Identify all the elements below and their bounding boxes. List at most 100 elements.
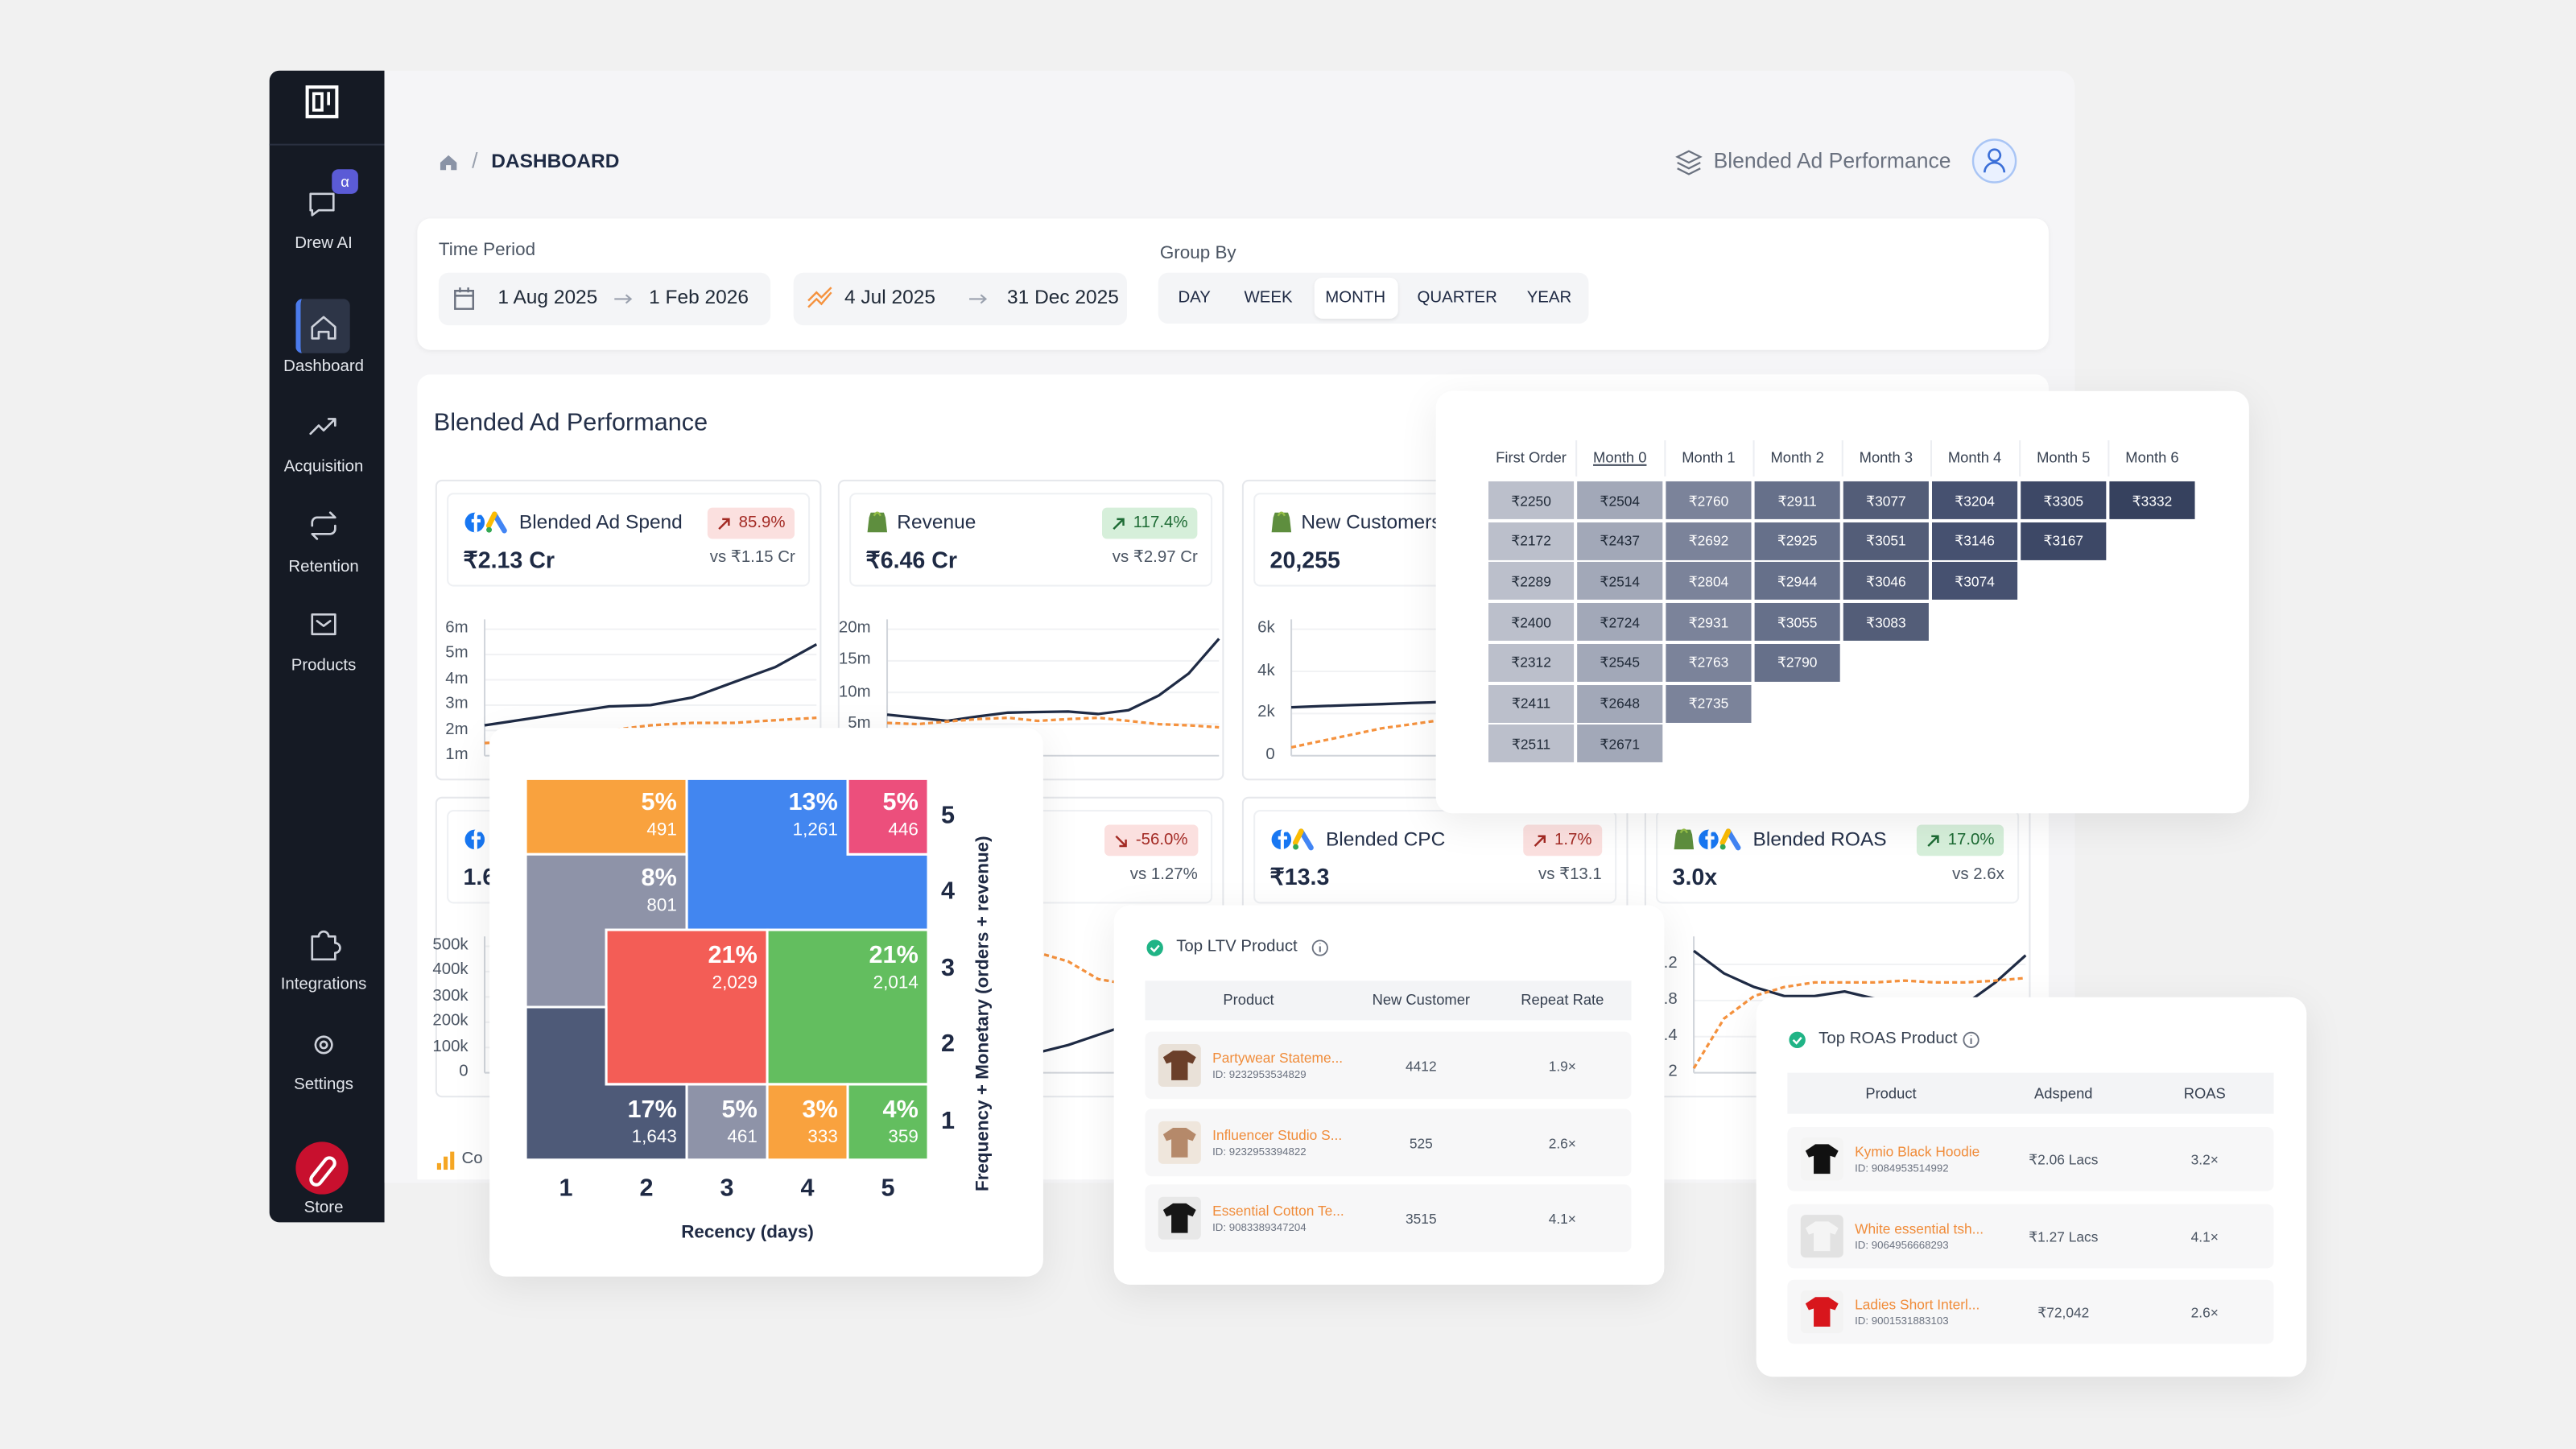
sidebar-label[interactable]: Products [291,657,357,675]
cohort-cell [1754,643,1840,682]
sidebar-label[interactable]: Store [303,1199,344,1218]
table-row [1787,1279,2274,1344]
kpi-compare: vs ₹2.97 Cr [1112,548,1198,568]
y-tick-label: 2k [1257,704,1275,722]
cohort-value: ₹3204 [1955,492,1995,509]
cohort-value: ₹3083 [1866,613,1906,630]
date-range[interactable] [438,272,771,326]
group-by-option[interactable]: WEEK [1244,289,1293,308]
cohort-value: ₹2411 [1511,695,1551,712]
cohort-cell [1488,481,1575,519]
trend-arrow [1534,834,1546,846]
cohort-value: ₹2250 [1511,492,1551,509]
group-by-active [1314,277,1398,319]
cohort-value: ₹2790 [1777,654,1818,671]
cohort-cell [1577,481,1663,519]
rfm-percent: 17% [627,1096,677,1124]
kpi-change-value: 85.9% [738,514,786,533]
product-id: ID: 9232953534829 [1212,1068,1307,1081]
cohort-value: ₹3077 [1866,492,1906,509]
column-divider [1752,440,1755,477]
cohort-column: First Order [1496,449,1567,466]
y-tick-label: 400k [432,961,469,980]
cohort-value: ₹2511 [1511,735,1551,752]
product-name: White essential tsh... [1855,1220,1984,1236]
sidebar-label[interactable]: Acquisition [283,458,364,477]
cohort-cell [1754,562,1840,601]
cohort-cell [1666,562,1752,601]
cohort-value: ₹3055 [1777,613,1818,630]
date: 1 Feb 2026 [649,285,749,309]
product-id: ID: 9064956668293 [1855,1240,1949,1252]
footer-label: Co [461,1150,483,1169]
cohort-value: ₹3332 [2132,492,2173,509]
product-name: Essential Cotton Te... [1212,1201,1344,1219]
cohort-value: ₹2724 [1600,613,1641,630]
x-axis-title: Recency (days) [681,1223,814,1243]
trend-arrow [1115,834,1127,847]
group-by-option[interactable]: DAY [1178,289,1211,308]
kpi-title: Revenue [897,510,976,534]
kpi-change: -56.0% [1104,824,1198,857]
x-tick-label: 4 [800,1174,815,1203]
y-tick-label: 4k [1257,661,1275,680]
filter-label: Time Period [438,240,536,261]
kpi-change-value: 1.7% [1554,831,1592,850]
rfm-percent: 21% [708,941,758,970]
table-header [1145,980,1632,1021]
y-tick-label: 0 [1265,745,1275,764]
y-tick-label: 0 [459,1063,469,1081]
breadcrumb-separator: / [472,148,478,173]
date-range[interactable] [793,272,1127,326]
sidebar-label[interactable]: Integrations [280,976,367,994]
sidebar-label[interactable]: Retention [288,558,359,577]
kpi-title: Blended Ad Spend [518,510,683,534]
y-tick-label: 3m [445,695,469,714]
cohort-cell [1843,522,1929,560]
cohort-value: ₹2545 [1600,654,1641,671]
rfm-percent: 3% [802,1096,838,1124]
kpi-change: 17.0% [1916,824,2004,857]
trend-arrow [1927,834,1939,846]
table-cell: 525 [1409,1133,1433,1151]
group-by-option[interactable]: QUARTER [1417,289,1497,308]
kpi-value: ₹6.46 Cr [865,546,957,573]
column-header: ROAS [2183,1084,2226,1101]
rfm-count: 1,643 [631,1127,677,1148]
product-name: Kymio Black Hoodie [1855,1142,1980,1159]
y-tick-label: 15m [838,650,871,670]
kpi-change-value: 117.4% [1133,514,1188,533]
y-tick-label: 10m [838,682,871,701]
date: 4 Jul 2025 [844,285,936,309]
sidebar-label[interactable]: Dashboard [283,357,364,377]
table-row [1145,1184,1632,1253]
table-cell: ₹2.06 Lacs [2029,1150,2099,1167]
sidebar-label[interactable]: Drew AI [295,234,353,254]
cohort-value: ₹3074 [1955,572,1995,590]
view-name[interactable]: Blended Ad Performance [1713,148,1951,173]
group-by-option[interactable]: YEAR [1526,289,1572,308]
column-header: Adspend [2034,1084,2093,1101]
cohort-cell [1488,522,1575,560]
active-item-bg [295,299,350,353]
cohort-cell [1577,562,1663,601]
y-tick-label: 300k [432,987,469,1005]
table-row [1145,1108,1632,1177]
kpi-title: Blended CPC [1325,828,1446,851]
table-cell: 3515 [1405,1209,1437,1227]
cohort-cell [1488,643,1575,682]
kpi-value: 3.0x [1672,863,1718,890]
rfm-percent: 4% [882,1096,919,1124]
cohort-cell [1577,724,1663,763]
column-divider [2107,440,2110,477]
y-tick-label: 6k [1257,619,1275,638]
kpi-change: 85.9% [707,507,795,539]
kpi-compare: vs ₹1.15 Cr [709,548,795,568]
sidebar-label[interactable]: Settings [294,1075,353,1095]
date: 31 Dec 2025 [1007,285,1119,309]
cohort-value: ₹2400 [1511,613,1551,630]
group-by-option[interactable]: MONTH [1325,289,1386,308]
y-tick-label: 1m [445,745,469,764]
cohort-cell [1932,522,2018,560]
filter-label: Group By [1159,243,1236,264]
